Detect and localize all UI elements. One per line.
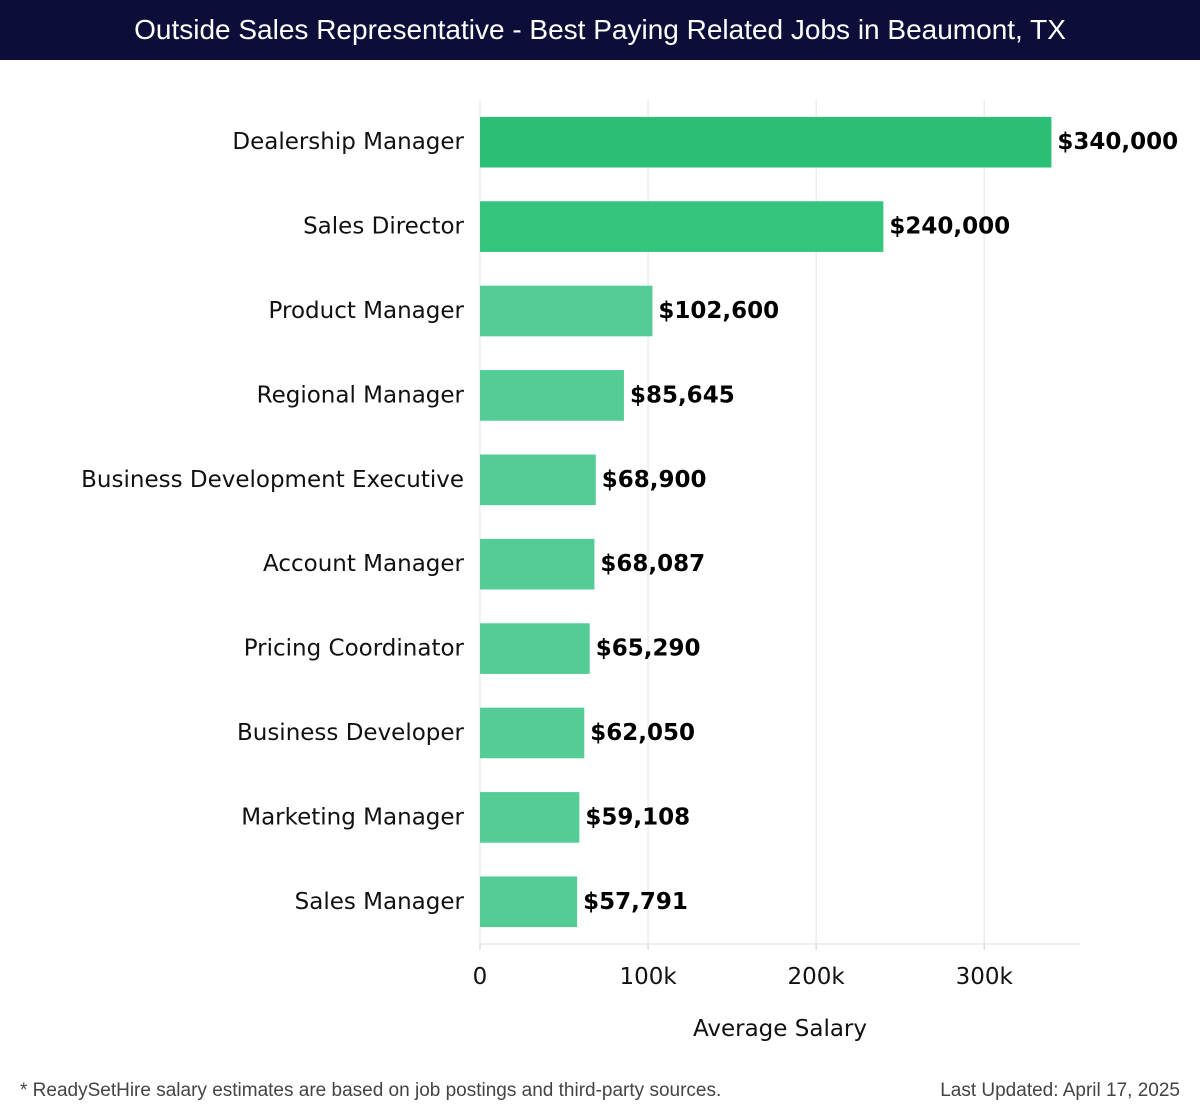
value-label: $240,000 — [889, 214, 1010, 240]
category-label: Sales Director — [303, 214, 464, 240]
footer-note: * ReadySetHire salary estimates are base… — [20, 1080, 722, 1101]
category-label: Regional Manager — [257, 382, 465, 408]
tick-label: 0 — [473, 964, 488, 990]
bar — [480, 707, 585, 759]
category-label: Business Developer — [237, 720, 465, 746]
value-label: $59,108 — [585, 804, 690, 830]
last-updated: Last Updated: April 17, 2025 — [940, 1080, 1180, 1101]
chart-title: Outside Sales Representative - Best Payi… — [0, 0, 1200, 60]
bar — [480, 454, 596, 506]
bar — [480, 623, 590, 674]
value-label: $62,050 — [590, 720, 695, 746]
category-label: Business Development Executive — [81, 467, 464, 493]
category-label: Account Manager — [263, 551, 465, 577]
category-label: Sales Manager — [295, 889, 465, 915]
tick-label: 300k — [956, 964, 1014, 990]
bar — [480, 876, 578, 928]
x-axis-title: Average Salary — [693, 1016, 867, 1042]
value-label: $102,600 — [658, 298, 779, 324]
value-label: $65,290 — [596, 636, 701, 662]
bar — [480, 285, 653, 337]
x-axis-ticks: 0 100k 200k 300k — [473, 944, 1014, 990]
value-label: $340,000 — [1057, 129, 1178, 155]
value-labels: $340,000 $240,000 $102,600 $85,645 $68,900 $6… — [583, 129, 1178, 915]
bars — [480, 116, 1052, 928]
value-label: $68,900 — [602, 467, 707, 493]
value-label: $85,645 — [630, 382, 735, 408]
category-label: Product Manager — [269, 298, 465, 324]
bar — [480, 116, 1052, 168]
bar — [480, 201, 884, 252]
category-labels: Dealership Manager Sales Director Product … — [81, 129, 464, 915]
bar — [480, 538, 595, 590]
value-label: $68,087 — [600, 551, 705, 577]
category-label: Pricing Coordinator — [244, 636, 465, 662]
category-label: Marketing Manager — [241, 804, 464, 830]
tick-label: 200k — [788, 964, 846, 990]
bar — [480, 370, 624, 421]
bar — [480, 792, 580, 843]
value-label: $57,791 — [583, 889, 688, 915]
bar-chart: Dealership Manager Sales Director Product … — [81, 100, 1178, 1042]
tick-label: 100k — [619, 964, 677, 990]
category-label: Dealership Manager — [232, 129, 464, 155]
